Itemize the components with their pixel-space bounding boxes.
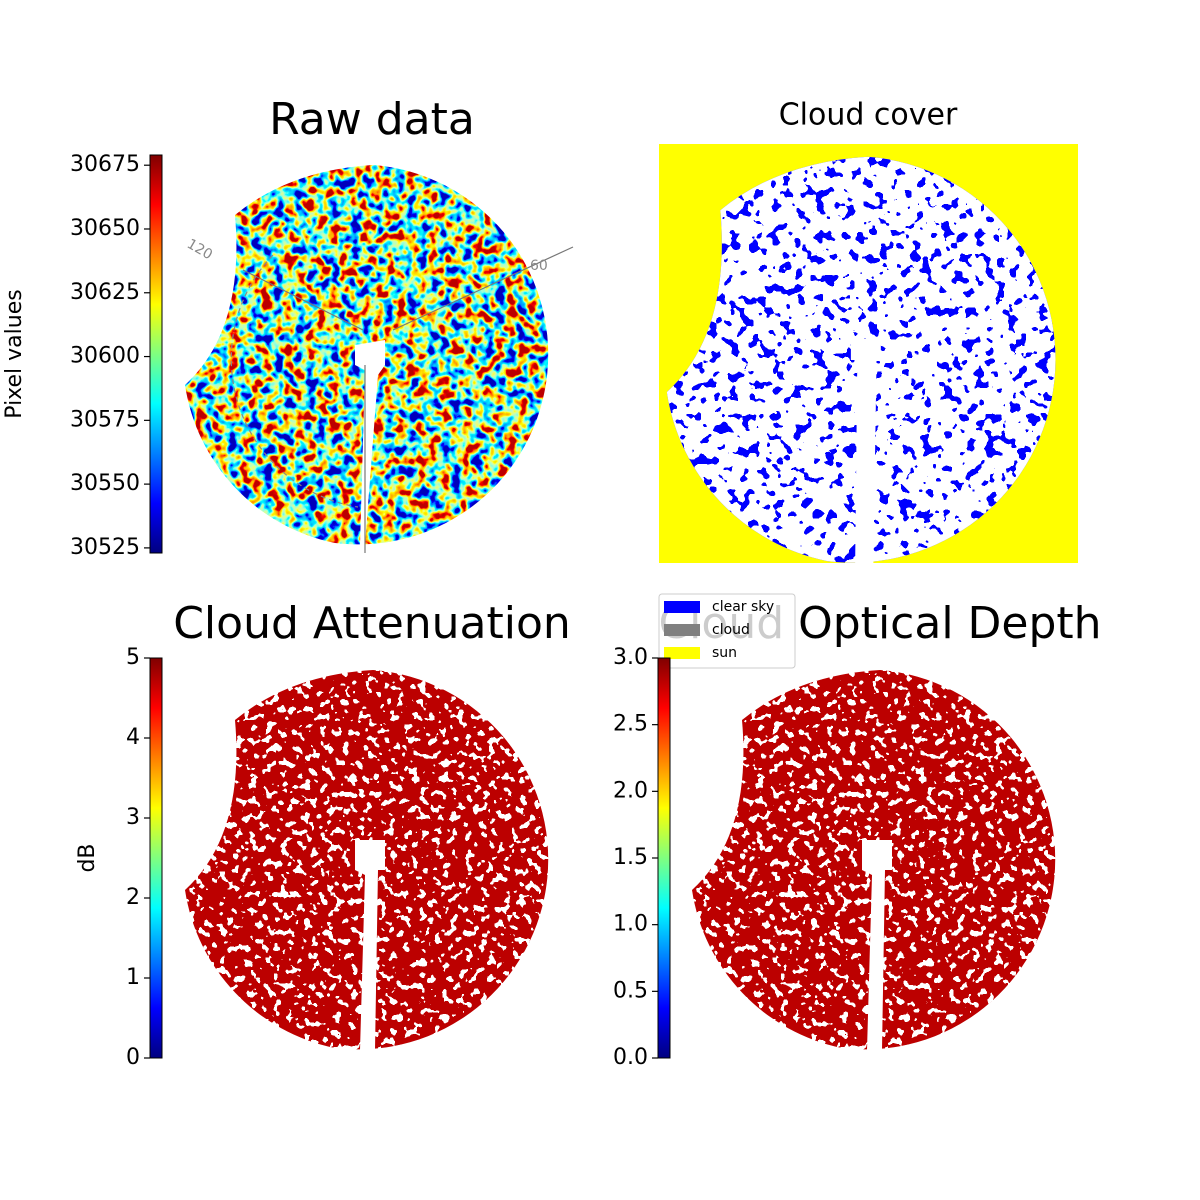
panel-title: Cloud cover (779, 98, 958, 133)
colorbar-tick-label: 30625 (70, 280, 140, 305)
polar-label: 60 (530, 258, 548, 274)
colorbar-tick-label: 0 (126, 1045, 140, 1070)
colorbar-tick-label: 0.0 (613, 1045, 648, 1070)
colorbar (149, 154, 163, 554)
colorbar-tick-label: 1 (126, 965, 140, 990)
colorbar (657, 657, 671, 1059)
colorbar-label: Pixel values (2, 289, 27, 418)
colorbar-tick-label: 1.5 (613, 845, 648, 870)
legend-swatch (664, 601, 700, 613)
colorbar-label: dB (75, 843, 100, 872)
legend: clear sky cloud sun (658, 593, 796, 669)
colorbar-tick-label: 30675 (70, 152, 140, 177)
polar-label: 120 (184, 236, 215, 263)
legend-swatch (664, 647, 700, 659)
colorbar-tick-label: 30575 (70, 407, 140, 432)
panel-title: Cloud Attenuation (173, 598, 571, 649)
colorbar-tick-label: 2.0 (613, 778, 648, 803)
colorbar-tick-label: 30550 (70, 471, 140, 496)
optical-depth-image (692, 670, 1056, 1050)
colorbar-tick-label: 3.0 (613, 645, 648, 670)
legend-label: clear sky (712, 599, 774, 615)
legend-swatch (664, 624, 700, 636)
cloud-cover-image (666, 156, 1056, 564)
colorbar-tick-label: 2.5 (613, 712, 648, 737)
colorbar-tick-label: 5 (126, 645, 140, 670)
colorbar-tick-label: 1.0 (613, 912, 648, 937)
colorbar-tick-label: 30525 (70, 535, 140, 560)
colorbar-tick-label: 3 (126, 805, 140, 830)
colorbar-tick-label: 30650 (70, 216, 140, 241)
colorbar-tick-label: 2 (126, 885, 140, 910)
panel-title: Raw data (269, 94, 475, 145)
legend-label: sun (712, 645, 737, 661)
colorbar (149, 657, 163, 1059)
colorbar-tick-label: 30600 (70, 344, 140, 369)
colorbar-tick-label: 4 (126, 725, 140, 750)
raw-image (185, 165, 574, 553)
colorbar-tick-label: 0.5 (613, 978, 648, 1003)
legend-label: cloud (712, 622, 750, 638)
attenuation-image (185, 670, 549, 1050)
